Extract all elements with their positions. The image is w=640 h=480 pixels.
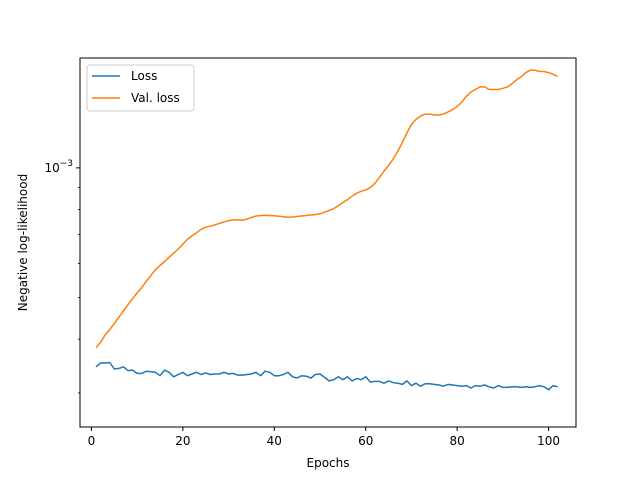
series-line-0 <box>95 361 558 391</box>
x-tick-label: 60 <box>358 434 373 448</box>
x-tick-label: 20 <box>175 434 190 448</box>
x-tick-label: 40 <box>267 434 282 448</box>
x-tick-label: 100 <box>537 434 560 448</box>
y-tick-label: 10−3 <box>44 159 73 175</box>
plot-lines <box>95 69 559 391</box>
x-tick-label: 80 <box>450 434 465 448</box>
legend-label-0: Loss <box>131 69 157 83</box>
y-axis: 10−3 <box>44 159 80 394</box>
legend-label-1: Val. loss <box>131 91 180 105</box>
legend: Loss Val. loss <box>86 64 195 112</box>
y-axis-label: Negative log-likelihood <box>16 174 30 311</box>
x-axis: 0 20 40 60 80 100 <box>88 427 560 448</box>
x-tick-label: 0 <box>88 434 96 448</box>
x-axis-label: Epochs <box>307 456 350 470</box>
plot-frame <box>79 57 577 428</box>
series-line-1 <box>95 69 559 349</box>
